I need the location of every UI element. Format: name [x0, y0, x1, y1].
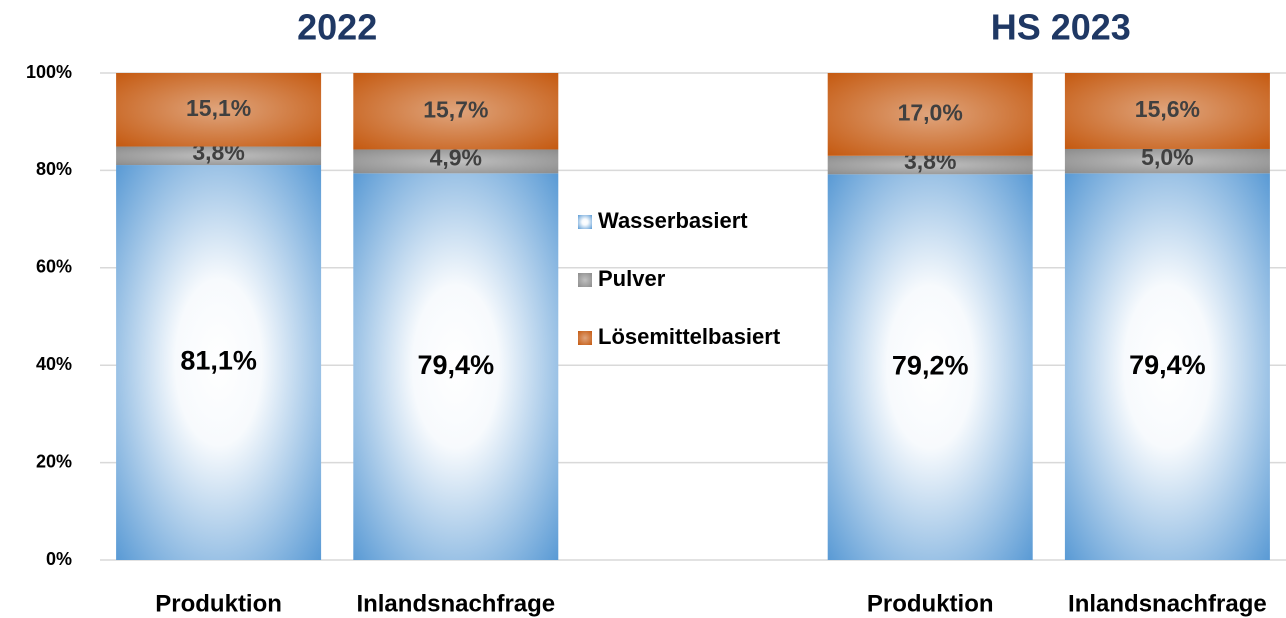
data-label: 79,4% — [1129, 350, 1206, 380]
bar-segment — [1064, 173, 1270, 560]
x-tick-label: Produktion — [867, 590, 994, 617]
data-label: 17,0% — [898, 99, 963, 125]
data-label: 15,6% — [1135, 96, 1200, 122]
x-tick-label: Inlandsnachfrage — [1068, 590, 1267, 617]
y-tick-label: 40% — [36, 354, 72, 374]
bar-segment — [827, 174, 1033, 560]
group-title: 2022 — [297, 7, 377, 48]
bar-segment — [827, 73, 1033, 156]
legend-swatch — [578, 215, 592, 229]
x-tick-label: Produktion — [155, 590, 282, 617]
bar-segment — [1064, 73, 1270, 149]
bar-segment — [353, 73, 559, 150]
bar-segment — [827, 155, 1033, 175]
legend-label: Lösemittelbasiert — [598, 324, 781, 349]
bar-segment — [353, 173, 559, 560]
bar-segment — [116, 73, 322, 147]
y-tick-label: 0% — [46, 549, 72, 569]
y-tick-label: 60% — [36, 257, 72, 277]
data-label: 15,7% — [423, 96, 488, 122]
x-tick-label: Inlandsnachfrage — [356, 590, 555, 617]
data-label: 15,1% — [186, 95, 251, 121]
y-tick-label: 100% — [26, 62, 72, 82]
data-label: 81,1% — [180, 346, 257, 376]
bar-segment — [1064, 148, 1270, 174]
y-tick-label: 80% — [36, 159, 72, 179]
legend-swatch — [578, 331, 592, 345]
bar-segment — [116, 146, 322, 166]
y-tick-label: 20% — [36, 451, 72, 471]
group-title: HS 2023 — [991, 7, 1131, 48]
bar-segment — [353, 149, 559, 174]
bar-segment — [116, 165, 322, 560]
legend-label: Wasserbasiert — [598, 208, 748, 233]
data-label: 79,2% — [892, 350, 969, 380]
data-label: 79,4% — [418, 350, 495, 380]
legend-label: Pulver — [598, 266, 666, 291]
legend-swatch — [578, 273, 592, 287]
